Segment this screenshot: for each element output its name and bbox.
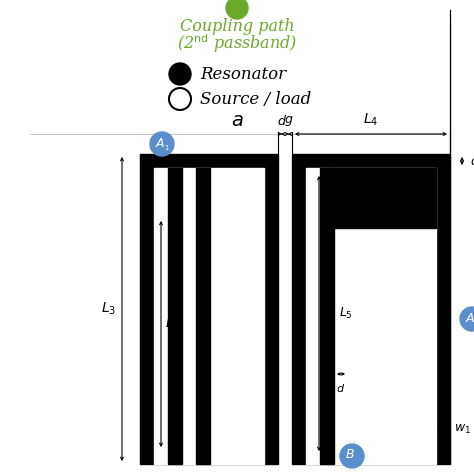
- Text: $_1$: $_1$: [164, 143, 170, 153]
- Text: (2$^\mathrm{nd}$ passband): (2$^\mathrm{nd}$ passband): [177, 33, 297, 55]
- Text: $L_d$: $L_d$: [378, 191, 392, 206]
- Text: $d$: $d$: [470, 154, 474, 168]
- Text: $a$: $a$: [231, 112, 243, 130]
- Circle shape: [169, 63, 191, 85]
- Bar: [306, 168, 436, 464]
- Bar: [320, 168, 334, 464]
- Text: $d$: $d$: [337, 382, 346, 394]
- Bar: [168, 168, 182, 464]
- Bar: [140, 154, 278, 464]
- Text: $g$: $g$: [284, 114, 293, 128]
- Text: $A$: $A$: [465, 311, 474, 325]
- Text: $L_4$: $L_4$: [364, 111, 379, 128]
- Text: Coupling path: Coupling path: [180, 18, 294, 35]
- Text: $d$: $d$: [276, 114, 286, 128]
- Circle shape: [226, 0, 248, 19]
- Bar: [196, 168, 210, 464]
- Text: $L_e$: $L_e$: [165, 317, 179, 331]
- Text: $A$: $A$: [155, 137, 165, 149]
- Circle shape: [460, 307, 474, 331]
- Text: $L_5$: $L_5$: [339, 306, 353, 321]
- Text: $L_3$: $L_3$: [101, 301, 116, 317]
- Circle shape: [150, 132, 174, 156]
- Text: Source / load: Source / load: [200, 91, 311, 108]
- Text: Resonator: Resonator: [200, 65, 286, 82]
- Circle shape: [340, 444, 364, 468]
- Bar: [334, 168, 436, 228]
- Text: $B$: $B$: [345, 448, 355, 462]
- Bar: [154, 168, 264, 464]
- Text: $w_1$: $w_1$: [454, 422, 471, 436]
- Circle shape: [169, 88, 191, 110]
- Bar: [292, 154, 450, 464]
